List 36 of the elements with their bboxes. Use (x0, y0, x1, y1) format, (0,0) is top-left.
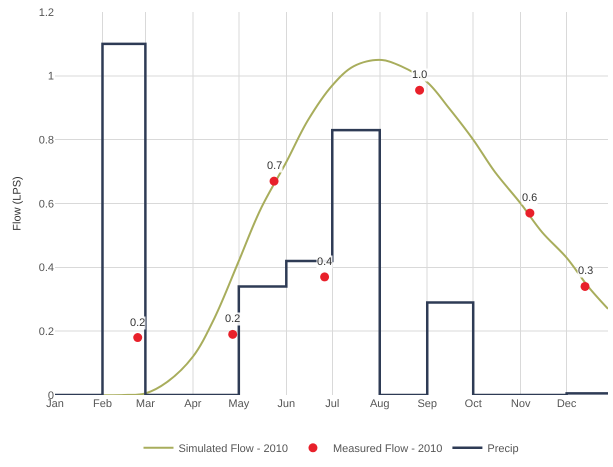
x-tick-label: Aug (370, 398, 390, 410)
x-tick-label: Oct (464, 398, 482, 410)
x-tick-label: Sep (417, 398, 438, 410)
data-label: 0.6 (522, 192, 538, 204)
x-tick-label: Dec (556, 398, 577, 410)
y-tick-label: 0.4 (38, 262, 54, 274)
point (580, 282, 590, 291)
y-tick-label: 0.2 (38, 326, 54, 338)
y-tick-label: 0.6 (38, 198, 54, 210)
y-tick-label: 1 (48, 70, 54, 83)
legend-label: Precip (487, 443, 519, 456)
legend-label: Measured Flow - 2010 (332, 443, 442, 456)
x-tick-label: Mar (136, 398, 156, 410)
point (415, 86, 424, 95)
point (228, 330, 238, 339)
data-label: 0.2 (130, 317, 146, 329)
point (525, 208, 534, 218)
data-label: 1.0 (412, 69, 428, 81)
data-label: 0.4 (317, 256, 332, 268)
data-label: 0.2 (225, 313, 240, 325)
x-tick-label: Jun (277, 398, 296, 410)
x-tick-label: Jul (325, 398, 340, 410)
data-label: 0.3 (578, 265, 594, 277)
x-tick-label: Feb (93, 398, 112, 410)
data-label: 0.7 (267, 160, 282, 172)
point (133, 333, 142, 342)
y-axis-title: Flow (LPS) (11, 176, 24, 231)
x-tick-label: Jan (46, 398, 64, 410)
x-tick-label: May (228, 398, 250, 410)
point (270, 176, 279, 186)
x-tick-label: Apr (184, 398, 202, 410)
y-tick-label: 0.8 (38, 134, 54, 147)
legend-label: Simulated Flow - 2010 (178, 443, 288, 456)
y-tick-label: 1.2 (38, 6, 54, 19)
point (320, 272, 330, 282)
x-tick-label: Nov (510, 398, 531, 410)
